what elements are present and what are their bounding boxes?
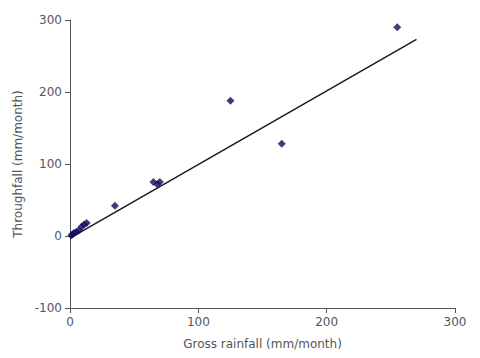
svg-text:Gross rainfall (mm/month): Gross rainfall (mm/month) (183, 337, 342, 351)
svg-text:0: 0 (54, 229, 62, 243)
svg-text:-100: -100 (35, 301, 62, 315)
svg-text:300: 300 (444, 315, 467, 329)
svg-text:200: 200 (315, 315, 338, 329)
svg-text:100: 100 (187, 315, 210, 329)
svg-text:100: 100 (39, 157, 62, 171)
svg-text:Throughfall (mm/month): Throughfall (mm/month) (11, 90, 25, 239)
svg-text:200: 200 (39, 85, 62, 99)
svg-text:300: 300 (39, 13, 62, 27)
svg-text:0: 0 (66, 315, 74, 329)
